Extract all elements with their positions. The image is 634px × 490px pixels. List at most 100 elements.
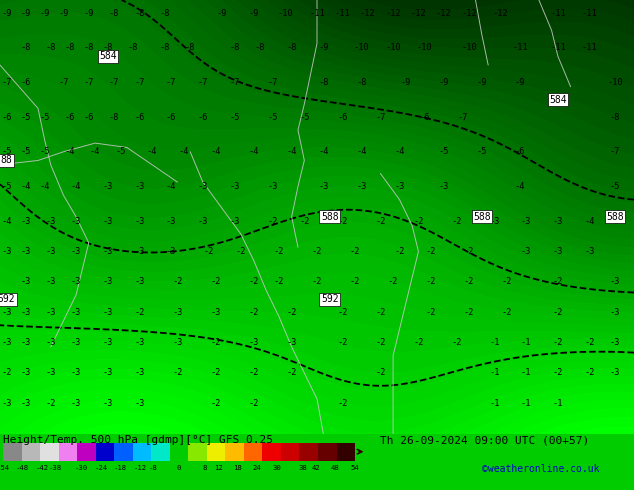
Bar	[299, 442, 318, 461]
Text: -18: -18	[114, 465, 127, 471]
Text: -5: -5	[610, 217, 620, 226]
Text: -9: -9	[39, 8, 49, 18]
Text: -3: -3	[166, 247, 176, 256]
Text: -10: -10	[354, 43, 369, 52]
Text: -9: -9	[20, 8, 30, 18]
Text: 18: 18	[233, 465, 242, 471]
Bar	[207, 442, 226, 461]
Text: -6: -6	[420, 113, 430, 122]
Text: -3: -3	[249, 338, 259, 347]
Text: -2: -2	[337, 399, 347, 408]
Text: -9: -9	[318, 43, 328, 52]
Text: -8: -8	[134, 8, 145, 18]
Text: -7: -7	[84, 78, 94, 87]
Text: -3: -3	[134, 338, 145, 347]
Text: 38: 38	[299, 465, 307, 471]
Text: -7: -7	[458, 113, 468, 122]
Text: -1: -1	[489, 368, 500, 377]
Text: -3: -3	[134, 182, 145, 191]
Bar	[59, 442, 77, 461]
Text: -3: -3	[103, 338, 113, 347]
Text: -9: -9	[439, 78, 449, 87]
Text: -6: -6	[337, 113, 347, 122]
Text: -5: -5	[230, 113, 240, 122]
Text: 592: 592	[321, 294, 339, 304]
Text: -3: -3	[103, 217, 113, 226]
Text: -3: -3	[46, 247, 56, 256]
Text: -4: -4	[210, 147, 221, 156]
Text: -8: -8	[230, 43, 240, 52]
Text: -3: -3	[172, 308, 183, 317]
Text: -3: -3	[134, 277, 145, 286]
Text: -2: -2	[375, 308, 385, 317]
Text: -9: -9	[401, 78, 411, 87]
Text: -2: -2	[210, 368, 221, 377]
Text: -10: -10	[607, 78, 623, 87]
Bar	[337, 442, 355, 461]
Text: 8: 8	[203, 465, 207, 471]
Text: -2: -2	[249, 308, 259, 317]
Text: 588: 588	[473, 212, 491, 222]
Bar	[281, 442, 299, 461]
Text: -3: -3	[46, 277, 56, 286]
Text: -2: -2	[312, 247, 322, 256]
Text: -2: -2	[350, 247, 360, 256]
Text: ©weatheronline.co.uk: ©weatheronline.co.uk	[482, 464, 599, 474]
Text: -5: -5	[477, 147, 487, 156]
Text: -3: -3	[172, 338, 183, 347]
Text: -7: -7	[198, 78, 208, 87]
Text: Height/Temp. 500 hPa [gdmp][°C] GFS 0.25: Height/Temp. 500 hPa [gdmp][°C] GFS 0.25	[3, 435, 273, 445]
Text: -3: -3	[20, 308, 30, 317]
Text: -3: -3	[71, 277, 81, 286]
Text: -9: -9	[84, 8, 94, 18]
Text: -3: -3	[230, 217, 240, 226]
Text: -3: -3	[134, 247, 145, 256]
Bar	[244, 442, 262, 461]
Text: -1: -1	[521, 368, 531, 377]
Text: 0: 0	[177, 465, 181, 471]
Text: 588: 588	[606, 212, 624, 222]
Text: -2: -2	[350, 277, 360, 286]
Text: -1: -1	[489, 399, 500, 408]
Text: -3: -3	[1, 338, 11, 347]
Text: -38: -38	[49, 465, 62, 471]
Text: -4: -4	[147, 147, 157, 156]
Text: -3: -3	[134, 399, 145, 408]
Text: -5: -5	[1, 147, 11, 156]
Text: -2: -2	[337, 338, 347, 347]
Text: -3: -3	[46, 338, 56, 347]
Bar	[226, 442, 244, 461]
Text: 30: 30	[273, 465, 281, 471]
Text: -3: -3	[610, 308, 620, 317]
Text: -2: -2	[274, 277, 284, 286]
Text: -3: -3	[46, 308, 56, 317]
Text: -6: -6	[515, 147, 525, 156]
Text: -8: -8	[103, 43, 113, 52]
Text: -3: -3	[103, 277, 113, 286]
Text: -3: -3	[553, 247, 563, 256]
Text: -12: -12	[411, 8, 426, 18]
Text: -3: -3	[521, 247, 531, 256]
Text: -1: -1	[521, 399, 531, 408]
Text: -3: -3	[46, 217, 56, 226]
Text: -2: -2	[337, 308, 347, 317]
Text: -7: -7	[58, 78, 68, 87]
Text: -4: -4	[20, 182, 30, 191]
Text: -3: -3	[489, 217, 500, 226]
Text: -2: -2	[249, 277, 259, 286]
Text: 42: 42	[311, 465, 320, 471]
Text: -3: -3	[71, 217, 81, 226]
Bar	[22, 442, 40, 461]
Text: -8: -8	[185, 43, 195, 52]
Text: -42: -42	[36, 465, 49, 471]
Text: -2: -2	[312, 277, 322, 286]
Text: -2: -2	[204, 247, 214, 256]
Text: -4: -4	[1, 217, 11, 226]
Text: -9: -9	[249, 8, 259, 18]
Text: -2: -2	[451, 217, 462, 226]
Text: -12: -12	[493, 8, 508, 18]
Text: -2: -2	[287, 308, 297, 317]
Text: -3: -3	[166, 217, 176, 226]
Text: -6: -6	[1, 113, 11, 122]
Text: -7: -7	[109, 78, 119, 87]
